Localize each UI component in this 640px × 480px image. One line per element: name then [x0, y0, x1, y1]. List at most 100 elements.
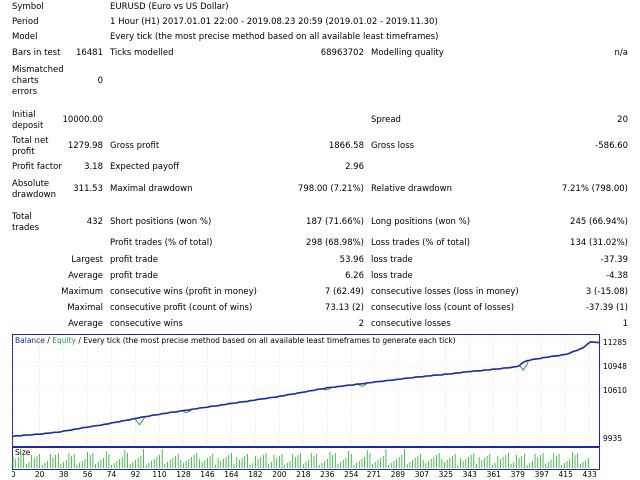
bars-value: 16481 [75, 48, 103, 58]
x-tick-label: 146 [200, 470, 215, 478]
chart-grid [12, 335, 599, 446]
largest-profit-label: profit trade [110, 255, 158, 265]
chart-legend: Balance / Equity / Every tick (the most … [15, 336, 456, 345]
x-tick-label: 182 [248, 470, 263, 478]
profitfactor-label: Profit factor [12, 162, 62, 172]
maxdd-label: Maximal drawdown [110, 184, 193, 194]
average-loss-label: loss trade [371, 271, 413, 281]
average2-label: Average [68, 319, 103, 329]
x-tick-label: 325 [439, 470, 454, 478]
quality-value: n/a [614, 48, 628, 58]
x-tick-label: 38 [59, 470, 69, 478]
size-label: Size [15, 448, 31, 457]
legend-equity: Equity [52, 336, 76, 345]
absdd-value: 311.53 [73, 184, 103, 194]
avg-cons-wins-value: 2 [358, 319, 364, 329]
x-tick-label: 307 [415, 470, 430, 478]
payoff-label: Expected payoff [110, 162, 180, 172]
max-cons-losses-label: consecutive losses (loss in money) [371, 287, 519, 297]
y-tick-label: 10948 [603, 362, 627, 371]
legend-balance: Balance [15, 336, 45, 345]
x-tick-label: 20 [35, 470, 45, 478]
quality-label: Modelling quality [371, 48, 444, 58]
trades-label-2: trades [12, 223, 40, 233]
max-cons-wins-label: consecutive wins (profit in money) [110, 287, 257, 297]
netprofit-value: 1279.98 [67, 141, 103, 151]
average-profit-label: profit trade [110, 271, 158, 281]
model-value: Every tick (the most precise method base… [110, 32, 439, 42]
x-tick-label: 361 [487, 470, 502, 478]
symbol-label: Symbol [12, 2, 44, 12]
trades-label-1: Total [12, 212, 32, 222]
largest-label: Largest [71, 255, 103, 265]
losstrades-label: Loss trades (% of total) [371, 238, 470, 248]
x-tick-label: 74 [107, 470, 117, 478]
short-value: 187 (71.66%) [306, 217, 364, 227]
profittrades-value: 298 (68.98%) [306, 238, 364, 248]
symbol-value: EURUSD (Euro vs US Dollar) [110, 2, 229, 12]
size-volume-bars [12, 449, 589, 468]
grossloss-value: -586.60 [595, 141, 628, 151]
grossprofit-label: Gross profit [110, 141, 160, 151]
reldd-value: 7.21% (798.00) [561, 184, 628, 194]
balance-series-line [12, 340, 600, 438]
deposit-label-1: Initial [12, 110, 36, 120]
deposit-label-2: deposit [12, 121, 44, 131]
mismatch-value: 0 [97, 76, 103, 86]
average-profit-value: 6.26 [345, 271, 364, 281]
average-loss-value: -4.38 [606, 271, 628, 281]
x-tick-label: 92 [131, 470, 141, 478]
trades-value: 432 [86, 217, 103, 227]
period-label: Period [12, 17, 39, 27]
x-tick-label: 110 [152, 470, 167, 478]
main-plot-frame [12, 334, 600, 447]
deposit-value: 10000.00 [62, 115, 103, 125]
period-value: 1 Hour (H1) 2017.01.01 22:00 - 2019.08.2… [110, 17, 438, 27]
profitfactor-value: 3.18 [84, 162, 103, 172]
max-cons-wins-value: 7 (62.49) [324, 287, 364, 297]
x-tick-label: 415 [559, 470, 574, 478]
long-label: Long positions (won %) [371, 217, 471, 227]
y-tick-labels: 11285 10948 10610 9935 [603, 338, 627, 443]
payoff-value: 2.96 [345, 162, 364, 172]
netprofit-label-2: profit [12, 147, 35, 157]
spread-label: Spread [371, 115, 401, 125]
spread-value: 20 [617, 115, 628, 125]
balance-equity-chart: Balance / Equity / Every tick (the most … [12, 334, 627, 478]
ticks-label: Ticks modelled [110, 48, 174, 58]
avg-cons-losses-label: consecutive losses [371, 319, 451, 329]
y-tick-label: 11285 [603, 338, 627, 347]
average-label: Average [68, 271, 103, 281]
x-tick-label: 433 [583, 470, 598, 478]
x-tick-label: 218 [296, 470, 311, 478]
model-label: Model [12, 32, 38, 42]
maxdd-value: 798.00 (7.21%) [297, 184, 364, 194]
x-tick-label: 254 [344, 470, 359, 478]
maximal-label: Maximal [67, 303, 103, 313]
maximum-label: Maximum [61, 287, 103, 297]
largest-profit-value: 53.96 [339, 255, 364, 265]
maximal-loss-value: -37.39 (1) [585, 303, 628, 313]
absdd-label-2: drawdown [12, 190, 56, 200]
y-tick-label: 9935 [603, 434, 622, 443]
x-tick-label: 271 [367, 470, 382, 478]
x-tick-label: 200 [272, 470, 287, 478]
x-tick-labels: 0 20 38 56 74 92 110 128 146 164 182 200 218 236 254 27… [12, 470, 597, 478]
x-tick-label: 289 [391, 470, 406, 478]
grossprofit-value: 1866.58 [328, 141, 364, 151]
maximal-profit-label: consecutive profit (count of wins) [110, 303, 253, 313]
netprofit-label-1: Total net [12, 136, 49, 146]
maximal-profit-value: 73.13 (2) [324, 303, 364, 313]
reldd-label: Relative drawdown [371, 184, 452, 194]
grossloss-label: Gross loss [371, 141, 415, 151]
y-tick-label: 10610 [603, 386, 627, 395]
x-tick-label: 128 [176, 470, 191, 478]
largest-loss-value: -37.39 [600, 255, 628, 265]
losstrades-value: 134 (31.02%) [570, 238, 628, 248]
short-label: Short positions (won %) [110, 217, 212, 227]
avg-cons-losses-value: 1 [622, 319, 628, 329]
mismatch-label-1: Mismatched [12, 65, 64, 75]
x-tick-label: 397 [535, 470, 550, 478]
mismatch-label-2: charts [12, 76, 39, 86]
avg-cons-wins-label: consecutive wins [110, 319, 183, 329]
